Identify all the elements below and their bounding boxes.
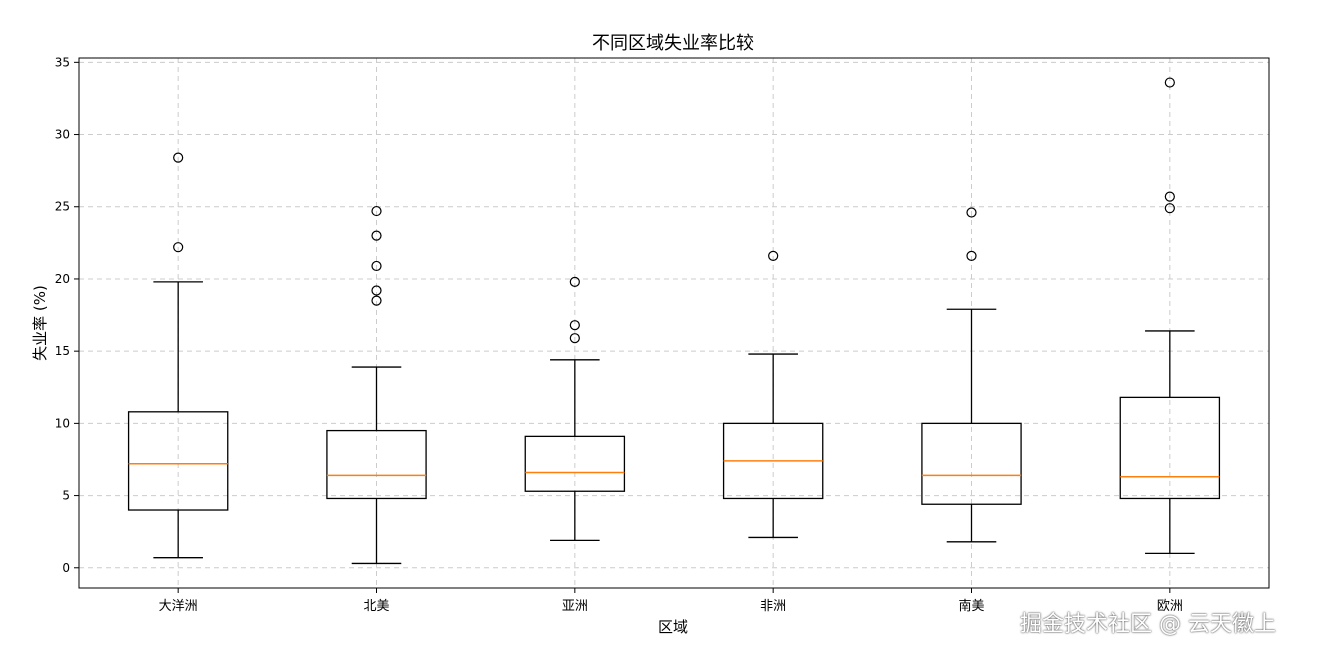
outlier-point [173, 242, 184, 253]
y-tick-label: 15 [55, 344, 70, 358]
y-axis: 0 5 10 15 20 25 30 35 [55, 55, 79, 575]
x-tick-label: 北美 [363, 599, 389, 614]
box-欧洲 [1119, 77, 1221, 554]
box-北美 [326, 205, 427, 565]
outlier-point [569, 320, 580, 331]
outlier-point [173, 152, 184, 163]
outlier-point [569, 333, 580, 344]
outlier-point [768, 250, 779, 261]
outlier-point [569, 276, 580, 287]
x-tick-label: 欧洲 [1157, 599, 1183, 614]
iqr-box [524, 435, 626, 492]
x-tick-label: 亚洲 [562, 599, 588, 614]
y-axis-label: 失业率 (%) [31, 285, 49, 361]
chart-title: 不同区域失业率比较 [592, 33, 754, 54]
iqr-box [1119, 396, 1221, 500]
outlier-point [966, 250, 977, 261]
x-tick-label: 非洲 [760, 599, 786, 614]
y-tick-label: 10 [55, 416, 70, 430]
x-tick-label: 南美 [958, 598, 984, 614]
y-tick-label: 30 [55, 128, 70, 142]
box-南美 [921, 207, 1022, 543]
y-tick-label: 35 [55, 55, 70, 69]
outlier-point [371, 230, 382, 241]
x-tick-label: 大洋洲 [159, 599, 198, 614]
y-tick-label: 20 [55, 272, 70, 286]
y-tick-label: 5 [62, 489, 70, 503]
outlier-point [371, 285, 382, 296]
outlier-point [371, 205, 382, 217]
outlier-point [966, 207, 977, 218]
iqr-box [127, 411, 229, 511]
iqr-box [921, 422, 1022, 505]
plot-frame [78, 57, 1270, 589]
y-tick-label: 0 [62, 561, 70, 575]
box-非洲 [722, 250, 824, 539]
outlier-point [1164, 203, 1175, 214]
y-tick-label: 25 [55, 200, 70, 214]
outlier-point [1164, 191, 1175, 202]
outlier-point [371, 295, 382, 306]
outlier-point [371, 260, 382, 272]
iqr-box [326, 429, 427, 500]
watermark: 掘金技术社区 @ 云天徽上 [1020, 612, 1276, 637]
x-axis: 大洋洲 北美 亚洲 非洲 南美 欧洲 [159, 588, 1183, 614]
x-axis-label: 区域 [658, 618, 688, 636]
outlier-point [1164, 77, 1175, 88]
boxes [127, 77, 1221, 565]
grid-lines [79, 58, 1269, 588]
box-亚洲 [524, 276, 626, 541]
box-大洋洲 [127, 152, 229, 559]
